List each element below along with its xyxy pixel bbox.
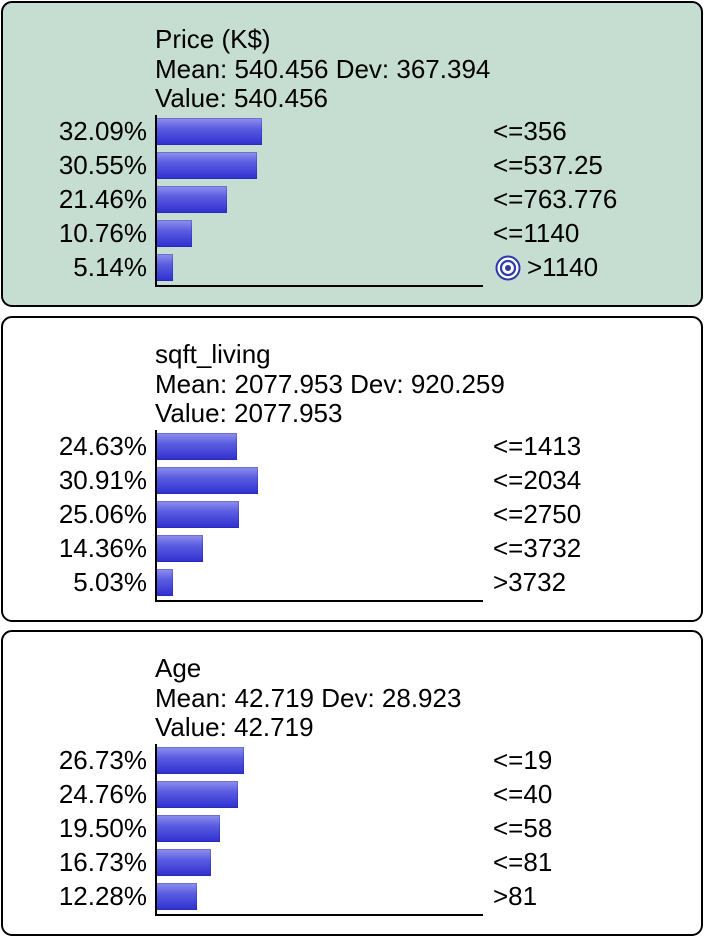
state-rows: 24.63% <=1413 30.91% <=2034 25.06% <=275… bbox=[3, 430, 703, 600]
node-age[interactable]: Age Mean: 42.719 Dev: 28.923 Value: 42.7… bbox=[1, 630, 703, 936]
state-percent: 26.73% bbox=[58, 745, 147, 775]
axis-horizontal bbox=[155, 285, 483, 287]
state-percent: 14.36% bbox=[58, 533, 147, 563]
probability-bar bbox=[156, 535, 203, 562]
probability-bar bbox=[156, 849, 211, 876]
state-label: <=2034 bbox=[493, 465, 582, 495]
state-percent: 19.50% bbox=[58, 813, 147, 843]
state-percent: 5.14% bbox=[73, 252, 147, 282]
node-title: Age bbox=[155, 653, 202, 683]
state-label: >81 bbox=[493, 881, 538, 911]
state-label: <=1413 bbox=[493, 431, 582, 461]
node-value: Value: 2077.953 bbox=[155, 398, 343, 428]
state-row[interactable]: 30.55% <=537.25 bbox=[3, 149, 703, 183]
state-row[interactable]: 14.36% <=3732 bbox=[3, 532, 703, 566]
probability-bar bbox=[156, 186, 227, 213]
state-percent: 12.28% bbox=[58, 881, 147, 911]
state-label: <=1140 bbox=[493, 218, 580, 248]
state-percent: 30.91% bbox=[58, 465, 147, 495]
state-row[interactable]: 19.50% <=58 bbox=[3, 812, 703, 846]
node-sqft-living[interactable]: sqft_living Mean: 2077.953 Dev: 920.259 … bbox=[1, 316, 703, 622]
probability-bar bbox=[156, 747, 244, 774]
state-row[interactable]: 30.91% <=2034 bbox=[3, 464, 703, 498]
state-row[interactable]: 5.03% >3732 bbox=[3, 566, 703, 600]
state-rows: 32.09% <=356 30.55% <=537.25 21.46% <=76… bbox=[3, 115, 703, 285]
probability-bar bbox=[156, 254, 173, 281]
axis-horizontal bbox=[155, 914, 483, 916]
state-percent: 32.09% bbox=[58, 116, 147, 146]
node-value: Value: 540.456 bbox=[155, 83, 328, 113]
axis-vertical bbox=[155, 430, 157, 602]
state-percent: 30.55% bbox=[58, 150, 147, 180]
axis-vertical bbox=[155, 744, 157, 916]
state-percent: 25.06% bbox=[58, 499, 147, 529]
state-row[interactable]: 32.09% <=356 bbox=[3, 115, 703, 149]
state-label-with-evidence: >1140 bbox=[495, 252, 598, 282]
probability-bar bbox=[156, 781, 238, 808]
state-label: >3732 bbox=[493, 567, 567, 597]
state-label: <=58 bbox=[493, 813, 553, 843]
node-title: sqft_living bbox=[155, 339, 271, 369]
probability-bar bbox=[156, 883, 197, 910]
node-title: Price (K$) bbox=[155, 24, 271, 54]
node-price[interactable]: Price (K$) Mean: 540.456 Dev: 367.394 Va… bbox=[1, 1, 703, 307]
probability-bar bbox=[156, 501, 239, 528]
state-percent: 10.76% bbox=[58, 218, 147, 248]
state-label: <=3732 bbox=[493, 533, 582, 563]
state-percent: 16.73% bbox=[58, 847, 147, 877]
state-percent: 24.63% bbox=[58, 431, 147, 461]
state-row[interactable]: 5.14% >1140 bbox=[3, 251, 703, 285]
probability-bar bbox=[156, 118, 262, 145]
state-row[interactable]: 25.06% <=2750 bbox=[3, 498, 703, 532]
state-row[interactable]: 16.73% <=81 bbox=[3, 846, 703, 880]
state-label: <=763.776 bbox=[493, 184, 618, 214]
node-value: Value: 42.719 bbox=[155, 712, 314, 742]
axis-horizontal bbox=[155, 600, 483, 602]
state-row[interactable]: 24.63% <=1413 bbox=[3, 430, 703, 464]
state-label: <=81 bbox=[493, 847, 553, 877]
state-rows: 26.73% <=19 24.76% <=40 19.50% <=58 16.7… bbox=[3, 744, 703, 914]
node-stats: Mean: 2077.953 Dev: 920.259 bbox=[155, 369, 505, 399]
state-percent: 21.46% bbox=[58, 184, 147, 214]
target-icon bbox=[495, 255, 521, 281]
state-label: <=2750 bbox=[493, 499, 582, 529]
probability-bar bbox=[156, 569, 173, 596]
node-stats: Mean: 42.719 Dev: 28.923 bbox=[155, 683, 462, 713]
probability-bar bbox=[156, 467, 258, 494]
state-row[interactable]: 21.46% <=763.776 bbox=[3, 183, 703, 217]
state-label: <=356 bbox=[493, 116, 567, 146]
state-percent: 5.03% bbox=[73, 567, 147, 597]
probability-bar bbox=[156, 152, 257, 179]
state-label: <=19 bbox=[493, 745, 553, 775]
state-label: <=537.25 bbox=[493, 150, 603, 180]
state-row[interactable]: 10.76% <=1140 bbox=[3, 217, 703, 251]
state-row[interactable]: 26.73% <=19 bbox=[3, 744, 703, 778]
probability-bar bbox=[156, 433, 237, 460]
state-row[interactable]: 12.28% >81 bbox=[3, 880, 703, 914]
state-row[interactable]: 24.76% <=40 bbox=[3, 778, 703, 812]
state-label: <=40 bbox=[493, 779, 553, 809]
state-label: >1140 bbox=[527, 252, 599, 282]
state-percent: 24.76% bbox=[58, 779, 147, 809]
node-stats: Mean: 540.456 Dev: 367.394 bbox=[155, 54, 491, 84]
probability-bar bbox=[156, 815, 220, 842]
axis-vertical bbox=[155, 115, 157, 287]
probability-bar bbox=[156, 220, 192, 247]
